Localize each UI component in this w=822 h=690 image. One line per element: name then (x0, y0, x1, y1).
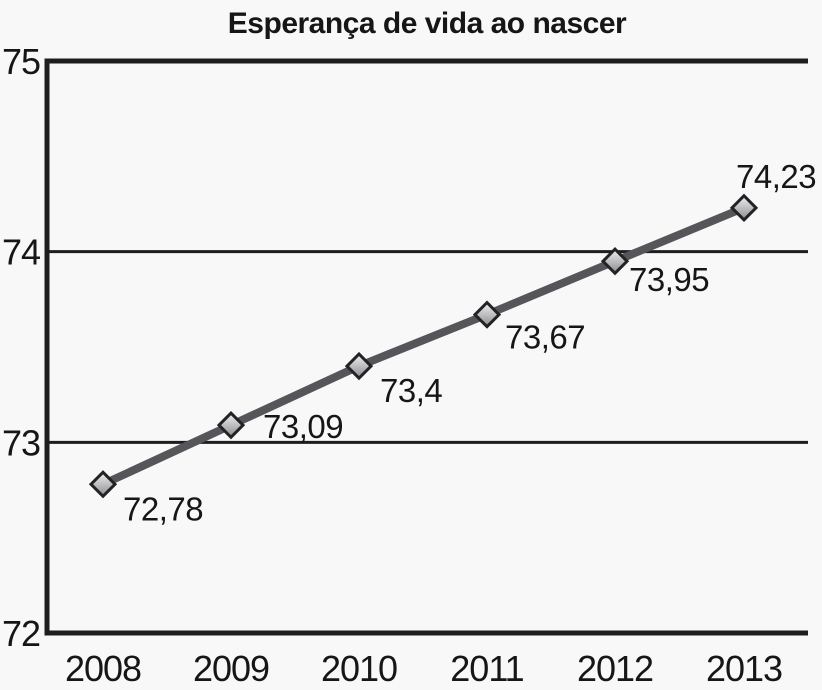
y-tick-label-73: 73 (2, 422, 40, 463)
data-point-labels: 72,78 73,09 73,4 73,67 73,95 74,23 (123, 158, 817, 527)
y-tick-label-72: 72 (2, 613, 40, 654)
chart-title: Esperança de vida ao nascer (228, 7, 627, 40)
x-axis-labels: 2008 2009 2010 2011 2012 2013 (65, 648, 783, 689)
y-tick-label-75: 75 (2, 41, 40, 82)
data-point-marker-2009 (216, 411, 246, 440)
data-point-marker-2010 (344, 351, 374, 381)
y-axis-labels: 72 73 74 75 (2, 41, 41, 654)
gridlines (47, 250, 808, 444)
data-point-label-2010: 73,4 (380, 372, 442, 409)
series-line (101, 204, 746, 488)
data-series (88, 193, 759, 499)
data-point-marker-2012 (600, 247, 630, 276)
data-point-label-2008: 72,78 (123, 490, 203, 527)
y-tick-label-74: 74 (2, 232, 40, 273)
data-point-label-2009: 73,09 (263, 408, 343, 445)
plot-frame (44, 58, 808, 636)
x-tick-label-2013: 2013 (706, 648, 782, 689)
data-point-label-2011: 73,67 (505, 319, 585, 356)
data-point-label-2013: 74,23 (736, 158, 816, 195)
x-tick-label-2011: 2011 (450, 648, 523, 689)
data-point-label-2012: 73,95 (629, 261, 709, 298)
x-tick-label-2009: 2009 (193, 648, 269, 689)
x-tick-label-2012: 2012 (577, 648, 653, 689)
data-point-marker-2013 (729, 193, 759, 222)
x-tick-label-2008: 2008 (65, 648, 141, 689)
x-tick-label-2010: 2010 (321, 648, 397, 689)
data-point-marker-2011 (472, 300, 502, 329)
data-point-marker-2008 (88, 470, 118, 499)
